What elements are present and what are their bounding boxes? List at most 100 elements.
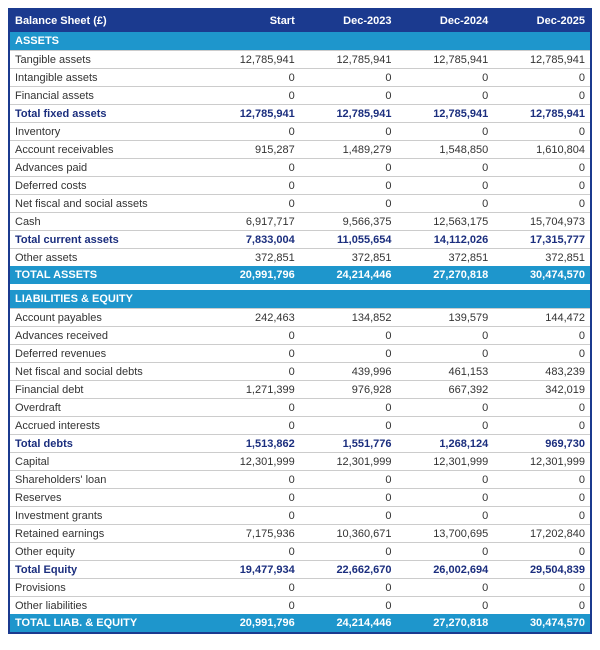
cell-value: 372,851 bbox=[545, 251, 585, 264]
cell-value: 0 bbox=[578, 197, 585, 210]
table-row: Intangible assets 0 0 0 0 bbox=[10, 68, 590, 86]
cell-value: 30,474,570 bbox=[529, 269, 585, 281]
cell-value: 0 bbox=[288, 545, 295, 558]
row-label: ASSETS bbox=[15, 35, 60, 47]
row-label: Account payables bbox=[15, 311, 102, 324]
cell-value: 12,301,999 bbox=[433, 455, 489, 468]
cell-value: 0 bbox=[482, 473, 489, 486]
row-label: LIABILITIES & EQUITY bbox=[15, 293, 133, 305]
cell-value: 0 bbox=[578, 71, 585, 84]
cell-value: 13,700,695 bbox=[433, 527, 489, 540]
cell-value: 0 bbox=[482, 599, 489, 612]
cell-value: 0 bbox=[482, 161, 489, 174]
cell-value: 0 bbox=[385, 473, 392, 486]
cell-value: 7,833,004 bbox=[245, 233, 295, 246]
cell-value: 0 bbox=[578, 509, 585, 522]
table-row: Tangible assets 12,785,941 12,785,941 12,78… bbox=[10, 50, 590, 68]
table-row: Investment grants 0 0 0 0 bbox=[10, 506, 590, 524]
row-label: Total fixed assets bbox=[15, 107, 107, 120]
cell-value: 0 bbox=[482, 509, 489, 522]
cell-value: 0 bbox=[288, 581, 295, 594]
cell-value: 9,566,375 bbox=[342, 215, 392, 228]
cell-value: 0 bbox=[385, 419, 392, 432]
cell-value: 1,610,804 bbox=[536, 143, 585, 156]
cell-value: 0 bbox=[288, 401, 295, 414]
cell-value: 969,730 bbox=[545, 437, 585, 450]
cell-value: 915,287 bbox=[254, 143, 295, 156]
cell-value: 1,268,124 bbox=[439, 437, 489, 450]
cell-value: 12,785,941 bbox=[239, 53, 295, 66]
row-label: Financial debt bbox=[15, 383, 84, 396]
section-band-row: ASSETS bbox=[10, 32, 590, 50]
cell-value: 0 bbox=[288, 329, 295, 342]
cell-value: 20,991,796 bbox=[239, 617, 295, 629]
cell-value: 0 bbox=[578, 347, 585, 360]
cell-value: 12,785,941 bbox=[529, 107, 585, 120]
cell-value: 12,785,941 bbox=[336, 107, 392, 120]
cell-value: 0 bbox=[578, 89, 585, 102]
cell-value: 27,270,818 bbox=[433, 617, 489, 629]
table-header-row: Balance Sheet (£) Start Dec-2023 Dec-202… bbox=[10, 10, 590, 32]
cell-value: 24,214,446 bbox=[336, 269, 392, 281]
cell-value: 139,579 bbox=[448, 311, 489, 324]
cell-value: 10,360,671 bbox=[336, 527, 392, 540]
cell-value: 1,489,279 bbox=[342, 143, 392, 156]
table-row: Accrued interests 0 0 0 0 bbox=[10, 416, 590, 434]
table-row: Advances received 0 0 0 0 bbox=[10, 326, 590, 344]
cell-value: 144,472 bbox=[545, 311, 585, 324]
subtotal-row: Total fixed assets 12,785,941 12,785,941 12… bbox=[10, 104, 590, 122]
cell-value: 0 bbox=[288, 491, 295, 504]
cell-value: 0 bbox=[578, 473, 585, 486]
table-body: ASSETS Tangible assets 12,785,941 12,785,94… bbox=[10, 32, 590, 632]
cell-value: 0 bbox=[288, 161, 295, 174]
cell-value: 0 bbox=[578, 545, 585, 558]
cell-value: 372,851 bbox=[448, 251, 489, 264]
grand-total-row: TOTAL ASSETS 20,991,796 24,214,446 27,270,8… bbox=[10, 266, 590, 284]
table-row: Financial assets 0 0 0 0 bbox=[10, 86, 590, 104]
table-row: Inventory 0 0 0 0 bbox=[10, 122, 590, 140]
row-label: Net fiscal and social debts bbox=[15, 365, 143, 378]
table-row: Net fiscal and social assets 0 0 0 0 bbox=[10, 194, 590, 212]
row-label: Tangible assets bbox=[15, 53, 91, 66]
cell-value: 24,214,446 bbox=[336, 617, 392, 629]
cell-value: 30,474,570 bbox=[529, 617, 585, 629]
table-title: Balance Sheet (£) bbox=[15, 15, 107, 27]
row-label: Total Equity bbox=[15, 563, 78, 576]
cell-value: 12,301,999 bbox=[239, 455, 295, 468]
cell-value: 0 bbox=[288, 125, 295, 138]
cell-value: 0 bbox=[288, 419, 295, 432]
cell-value: 0 bbox=[482, 329, 489, 342]
row-label: Deferred revenues bbox=[15, 347, 107, 360]
cell-value: 0 bbox=[482, 347, 489, 360]
table-row: Shareholders' loan 0 0 0 0 bbox=[10, 470, 590, 488]
cell-value: 12,785,941 bbox=[529, 53, 585, 66]
cell-value: 12,785,941 bbox=[433, 107, 489, 120]
cell-value: 12,301,999 bbox=[336, 455, 392, 468]
row-label: TOTAL LIAB. & EQUITY bbox=[15, 617, 138, 629]
table-row: Financial debt 1,271,399 976,928 667,392 342… bbox=[10, 380, 590, 398]
cell-value: 342,019 bbox=[545, 383, 585, 396]
cell-value: 22,662,670 bbox=[336, 563, 392, 576]
cell-value: 0 bbox=[385, 89, 392, 102]
row-label: Deferred costs bbox=[15, 179, 87, 192]
cell-value: 26,002,694 bbox=[433, 563, 489, 576]
cell-value: 0 bbox=[578, 125, 585, 138]
row-label: Investment grants bbox=[15, 509, 103, 522]
row-label: Shareholders' loan bbox=[15, 473, 107, 486]
table-row: Advances paid 0 0 0 0 bbox=[10, 158, 590, 176]
row-label: Inventory bbox=[15, 125, 61, 138]
column-header-dec-2024: Dec-2024 bbox=[439, 15, 489, 27]
cell-value: 134,852 bbox=[351, 311, 392, 324]
subtotal-row: Total Equity 19,477,934 22,662,670 26,002,6… bbox=[10, 560, 590, 578]
cell-value: 19,477,934 bbox=[239, 563, 295, 576]
cell-value: 0 bbox=[385, 71, 392, 84]
subtotal-row: Total current assets 7,833,004 11,055,654 1… bbox=[10, 230, 590, 248]
cell-value: 7,175,936 bbox=[245, 527, 295, 540]
row-label: Other assets bbox=[15, 251, 78, 264]
row-label: Account receivables bbox=[15, 143, 114, 156]
table-row: Account payables 242,463 134,852 139,579 144… bbox=[10, 308, 590, 326]
table-row: Other equity 0 0 0 0 bbox=[10, 542, 590, 560]
table-row: Cash 6,917,717 9,566,375 12,563,175 15,704,9… bbox=[10, 212, 590, 230]
cell-value: 12,563,175 bbox=[433, 215, 489, 228]
row-label: Accrued interests bbox=[15, 419, 100, 432]
